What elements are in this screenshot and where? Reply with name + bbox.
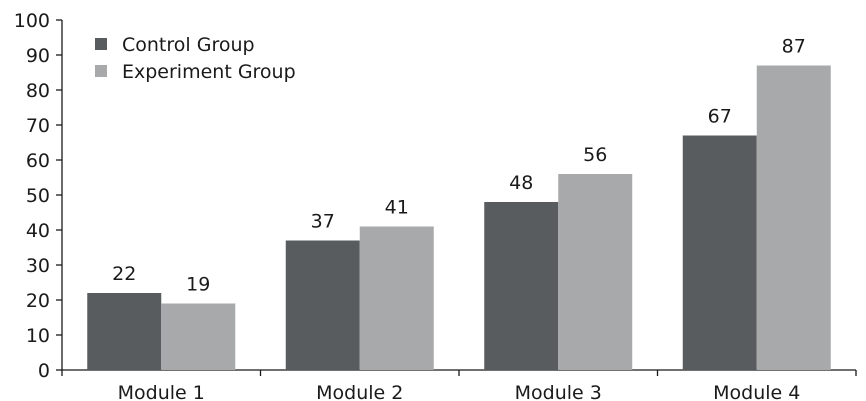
y-tick-label: 20 xyxy=(26,290,50,312)
bar xyxy=(87,293,162,370)
bar xyxy=(359,226,434,370)
legend-swatch xyxy=(95,38,107,50)
y-tick-label: 10 xyxy=(26,325,50,347)
x-category-label: Module 3 xyxy=(515,382,602,401)
data-label: 41 xyxy=(385,197,409,219)
legend-label: Control Group xyxy=(122,34,255,56)
bars xyxy=(87,65,831,370)
data-label: 19 xyxy=(186,274,210,296)
y-axis: 0 10 20 30 40 50 60 70 80 90 100 xyxy=(14,10,63,382)
bar xyxy=(558,174,633,370)
legend-swatch xyxy=(95,65,107,77)
data-label: 87 xyxy=(782,36,806,58)
x-axis: Module 1 Module 2 Module 3 Module 4 xyxy=(61,369,857,401)
bar xyxy=(682,135,757,370)
y-tick-label: 60 xyxy=(26,150,50,172)
bar xyxy=(756,65,831,370)
legend: Control Group Experiment Group xyxy=(95,34,296,83)
y-tick-label: 40 xyxy=(26,220,50,242)
y-tick-label: 90 xyxy=(26,45,50,67)
bar xyxy=(161,303,236,370)
y-tick-label: 100 xyxy=(14,10,50,32)
x-category-label: Module 2 xyxy=(316,382,403,401)
bar xyxy=(285,240,360,370)
y-tick-label: 70 xyxy=(26,115,50,137)
legend-label: Experiment Group xyxy=(122,61,296,83)
x-category-label: Module 4 xyxy=(713,382,800,401)
y-tick-label: 50 xyxy=(26,185,50,207)
data-labels: 22 19 37 41 48 56 67 87 xyxy=(112,36,806,296)
y-tick-label: 0 xyxy=(38,360,50,382)
data-label: 37 xyxy=(311,211,335,233)
data-label: 56 xyxy=(583,144,607,166)
x-category-label: Module 1 xyxy=(118,382,205,401)
y-tick-label: 30 xyxy=(26,255,50,277)
data-label: 22 xyxy=(112,263,136,285)
y-tick-label: 80 xyxy=(26,80,50,102)
bar xyxy=(484,202,559,370)
data-label: 67 xyxy=(708,106,732,128)
data-label: 48 xyxy=(509,172,533,194)
